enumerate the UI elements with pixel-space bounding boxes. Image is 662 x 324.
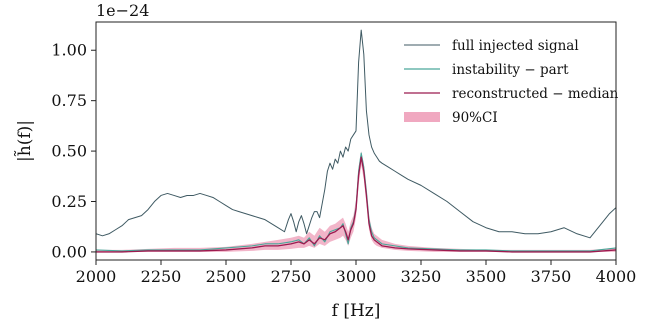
y-tick-label: 0.50: [51, 142, 87, 161]
legend-label: reconstructed − median: [452, 86, 619, 102]
x-tick-label: 3000: [336, 267, 377, 286]
legend-label: instability − part: [452, 62, 569, 78]
plot-frame: [95, 21, 617, 261]
legend-swatch: [404, 112, 440, 122]
legend-item-90-ci: 90%CI: [404, 110, 498, 126]
x-tick-label: 2000: [76, 267, 117, 286]
legend-label: 90%CI: [452, 110, 498, 126]
x-axis-label: f [Hz]: [332, 301, 381, 321]
x-tick-label: 3250: [401, 267, 442, 286]
y-tick-label: 0.25: [51, 192, 87, 211]
y-axis-label: |h̃(f)|: [14, 120, 35, 162]
x-tick-label: 3750: [531, 267, 572, 286]
series-full-injected-signal: [96, 29, 616, 239]
series-reconstructed-median: [96, 156, 616, 253]
legend-item-reconstructed-median: reconstructed − median: [404, 86, 619, 102]
y-axis-multiplier: 1e−24: [96, 1, 149, 20]
legend-item-full-injected-signal: full injected signal: [404, 38, 579, 54]
y-tick-label: 1.00: [51, 41, 87, 60]
y-tick-label: 0.75: [51, 91, 87, 110]
x-tick-label: 4000: [596, 267, 637, 286]
legend-label: full injected signal: [452, 38, 579, 54]
x-tick-label: 3500: [466, 267, 507, 286]
x-tick-label: 2750: [271, 267, 312, 286]
y-tick-label: 0.00: [51, 242, 87, 261]
legend-item-instability-part: instability − part: [404, 62, 569, 78]
axes: 2000 2250 2500 2750 3000 3250 3500 3750 4000 0.00…: [51, 21, 637, 286]
legend: full injected signal instability − part re…: [404, 38, 619, 126]
x-tick-label: 2500: [206, 267, 247, 286]
plot-area: [96, 29, 616, 253]
x-tick-label: 2250: [141, 267, 182, 286]
